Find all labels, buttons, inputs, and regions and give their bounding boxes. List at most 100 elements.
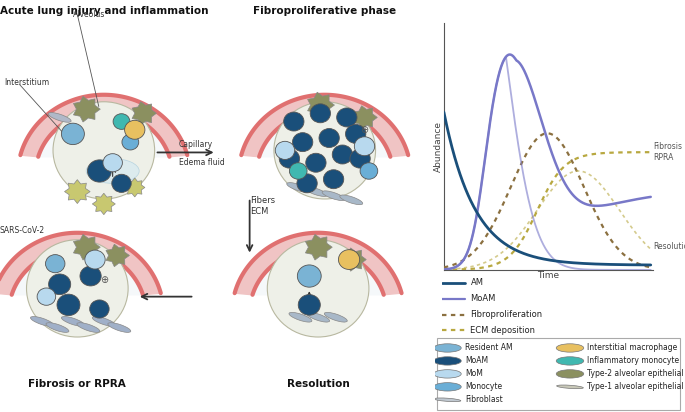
- Polygon shape: [106, 244, 129, 267]
- Polygon shape: [132, 102, 156, 125]
- Circle shape: [306, 153, 326, 172]
- Text: Fibers
ECM: Fibers ECM: [249, 196, 275, 216]
- Circle shape: [125, 120, 145, 139]
- Ellipse shape: [287, 183, 310, 192]
- Polygon shape: [64, 180, 90, 204]
- FancyBboxPatch shape: [438, 338, 680, 410]
- Circle shape: [37, 288, 55, 305]
- Circle shape: [336, 108, 357, 127]
- Text: Interstitial macrophage: Interstitial macrophage: [588, 344, 677, 353]
- Text: Edema fluid: Edema fluid: [179, 158, 225, 167]
- Text: MoAM: MoAM: [471, 294, 496, 303]
- Ellipse shape: [31, 316, 53, 326]
- Circle shape: [279, 149, 299, 168]
- Circle shape: [45, 255, 65, 273]
- Circle shape: [556, 344, 584, 352]
- Ellipse shape: [27, 240, 128, 337]
- Circle shape: [345, 124, 366, 143]
- Polygon shape: [92, 193, 115, 215]
- Ellipse shape: [48, 112, 71, 122]
- Circle shape: [113, 114, 130, 129]
- Ellipse shape: [434, 398, 461, 402]
- Polygon shape: [0, 233, 161, 295]
- Circle shape: [292, 133, 313, 152]
- Circle shape: [556, 357, 584, 365]
- Circle shape: [284, 112, 304, 131]
- Text: ECM deposition: ECM deposition: [471, 326, 536, 335]
- Ellipse shape: [92, 316, 115, 326]
- X-axis label: Time: Time: [537, 271, 560, 280]
- Circle shape: [434, 357, 461, 365]
- Text: MoM: MoM: [465, 370, 483, 378]
- Circle shape: [275, 141, 295, 159]
- Polygon shape: [38, 111, 169, 157]
- Text: Inflammatory monocyte: Inflammatory monocyte: [588, 356, 680, 365]
- Ellipse shape: [322, 191, 345, 201]
- Ellipse shape: [86, 159, 139, 183]
- Text: ⊕: ⊕: [100, 275, 108, 285]
- Circle shape: [434, 370, 461, 378]
- Text: Interstitium: Interstitium: [4, 78, 49, 87]
- Text: ⊕: ⊕: [360, 125, 369, 135]
- Circle shape: [112, 174, 132, 192]
- Ellipse shape: [46, 323, 69, 332]
- Ellipse shape: [289, 312, 312, 322]
- Polygon shape: [342, 248, 366, 271]
- Circle shape: [338, 250, 360, 269]
- Circle shape: [556, 370, 584, 378]
- Text: Fibroproliferative phase: Fibroproliferative phase: [253, 6, 397, 16]
- Circle shape: [297, 265, 321, 287]
- Circle shape: [310, 104, 330, 123]
- Polygon shape: [73, 96, 100, 122]
- Text: Alveolus: Alveolus: [73, 10, 105, 19]
- Circle shape: [360, 163, 377, 179]
- Ellipse shape: [108, 323, 131, 332]
- Text: Resolution: Resolution: [653, 242, 685, 251]
- Ellipse shape: [340, 195, 363, 205]
- Circle shape: [62, 123, 84, 145]
- Text: MoAM: MoAM: [465, 356, 488, 365]
- Circle shape: [90, 300, 109, 318]
- Polygon shape: [21, 95, 187, 157]
- Circle shape: [289, 163, 307, 179]
- Polygon shape: [253, 249, 384, 295]
- Polygon shape: [241, 95, 408, 157]
- Ellipse shape: [324, 312, 347, 322]
- Text: Capillary: Capillary: [179, 140, 213, 149]
- Polygon shape: [308, 92, 334, 118]
- Text: Monocyte: Monocyte: [465, 382, 502, 391]
- Polygon shape: [306, 234, 332, 260]
- Polygon shape: [12, 249, 143, 295]
- Ellipse shape: [62, 316, 84, 326]
- Circle shape: [49, 274, 71, 295]
- Circle shape: [319, 129, 339, 147]
- Circle shape: [323, 170, 344, 189]
- Circle shape: [103, 154, 123, 172]
- Circle shape: [434, 383, 461, 391]
- Ellipse shape: [274, 102, 375, 199]
- Circle shape: [122, 134, 139, 150]
- Text: Fibroblast: Fibroblast: [465, 395, 503, 404]
- Text: Fibrosis or RPRA: Fibrosis or RPRA: [29, 379, 126, 389]
- Text: Resident AM: Resident AM: [465, 344, 512, 353]
- Text: Acute lung injury and inflammation: Acute lung injury and inflammation: [0, 6, 208, 16]
- Circle shape: [85, 250, 105, 269]
- Polygon shape: [125, 178, 145, 197]
- Text: Fibrosis
RPRA: Fibrosis RPRA: [653, 143, 682, 162]
- Text: Fibroproliferation: Fibroproliferation: [471, 310, 543, 319]
- Circle shape: [297, 174, 317, 193]
- Text: AM: AM: [471, 279, 484, 287]
- Text: SARS-CoV-2: SARS-CoV-2: [0, 226, 45, 235]
- Ellipse shape: [557, 385, 584, 389]
- Circle shape: [350, 149, 371, 168]
- Circle shape: [354, 137, 375, 156]
- Y-axis label: Abundance: Abundance: [434, 121, 443, 172]
- Ellipse shape: [53, 102, 155, 199]
- Circle shape: [80, 266, 101, 286]
- Ellipse shape: [307, 312, 329, 322]
- Text: Resolution: Resolution: [287, 379, 349, 389]
- Circle shape: [57, 294, 80, 316]
- Ellipse shape: [267, 240, 369, 337]
- Text: Type-1 alveolar epithelial cell: Type-1 alveolar epithelial cell: [588, 382, 685, 391]
- Polygon shape: [73, 234, 100, 260]
